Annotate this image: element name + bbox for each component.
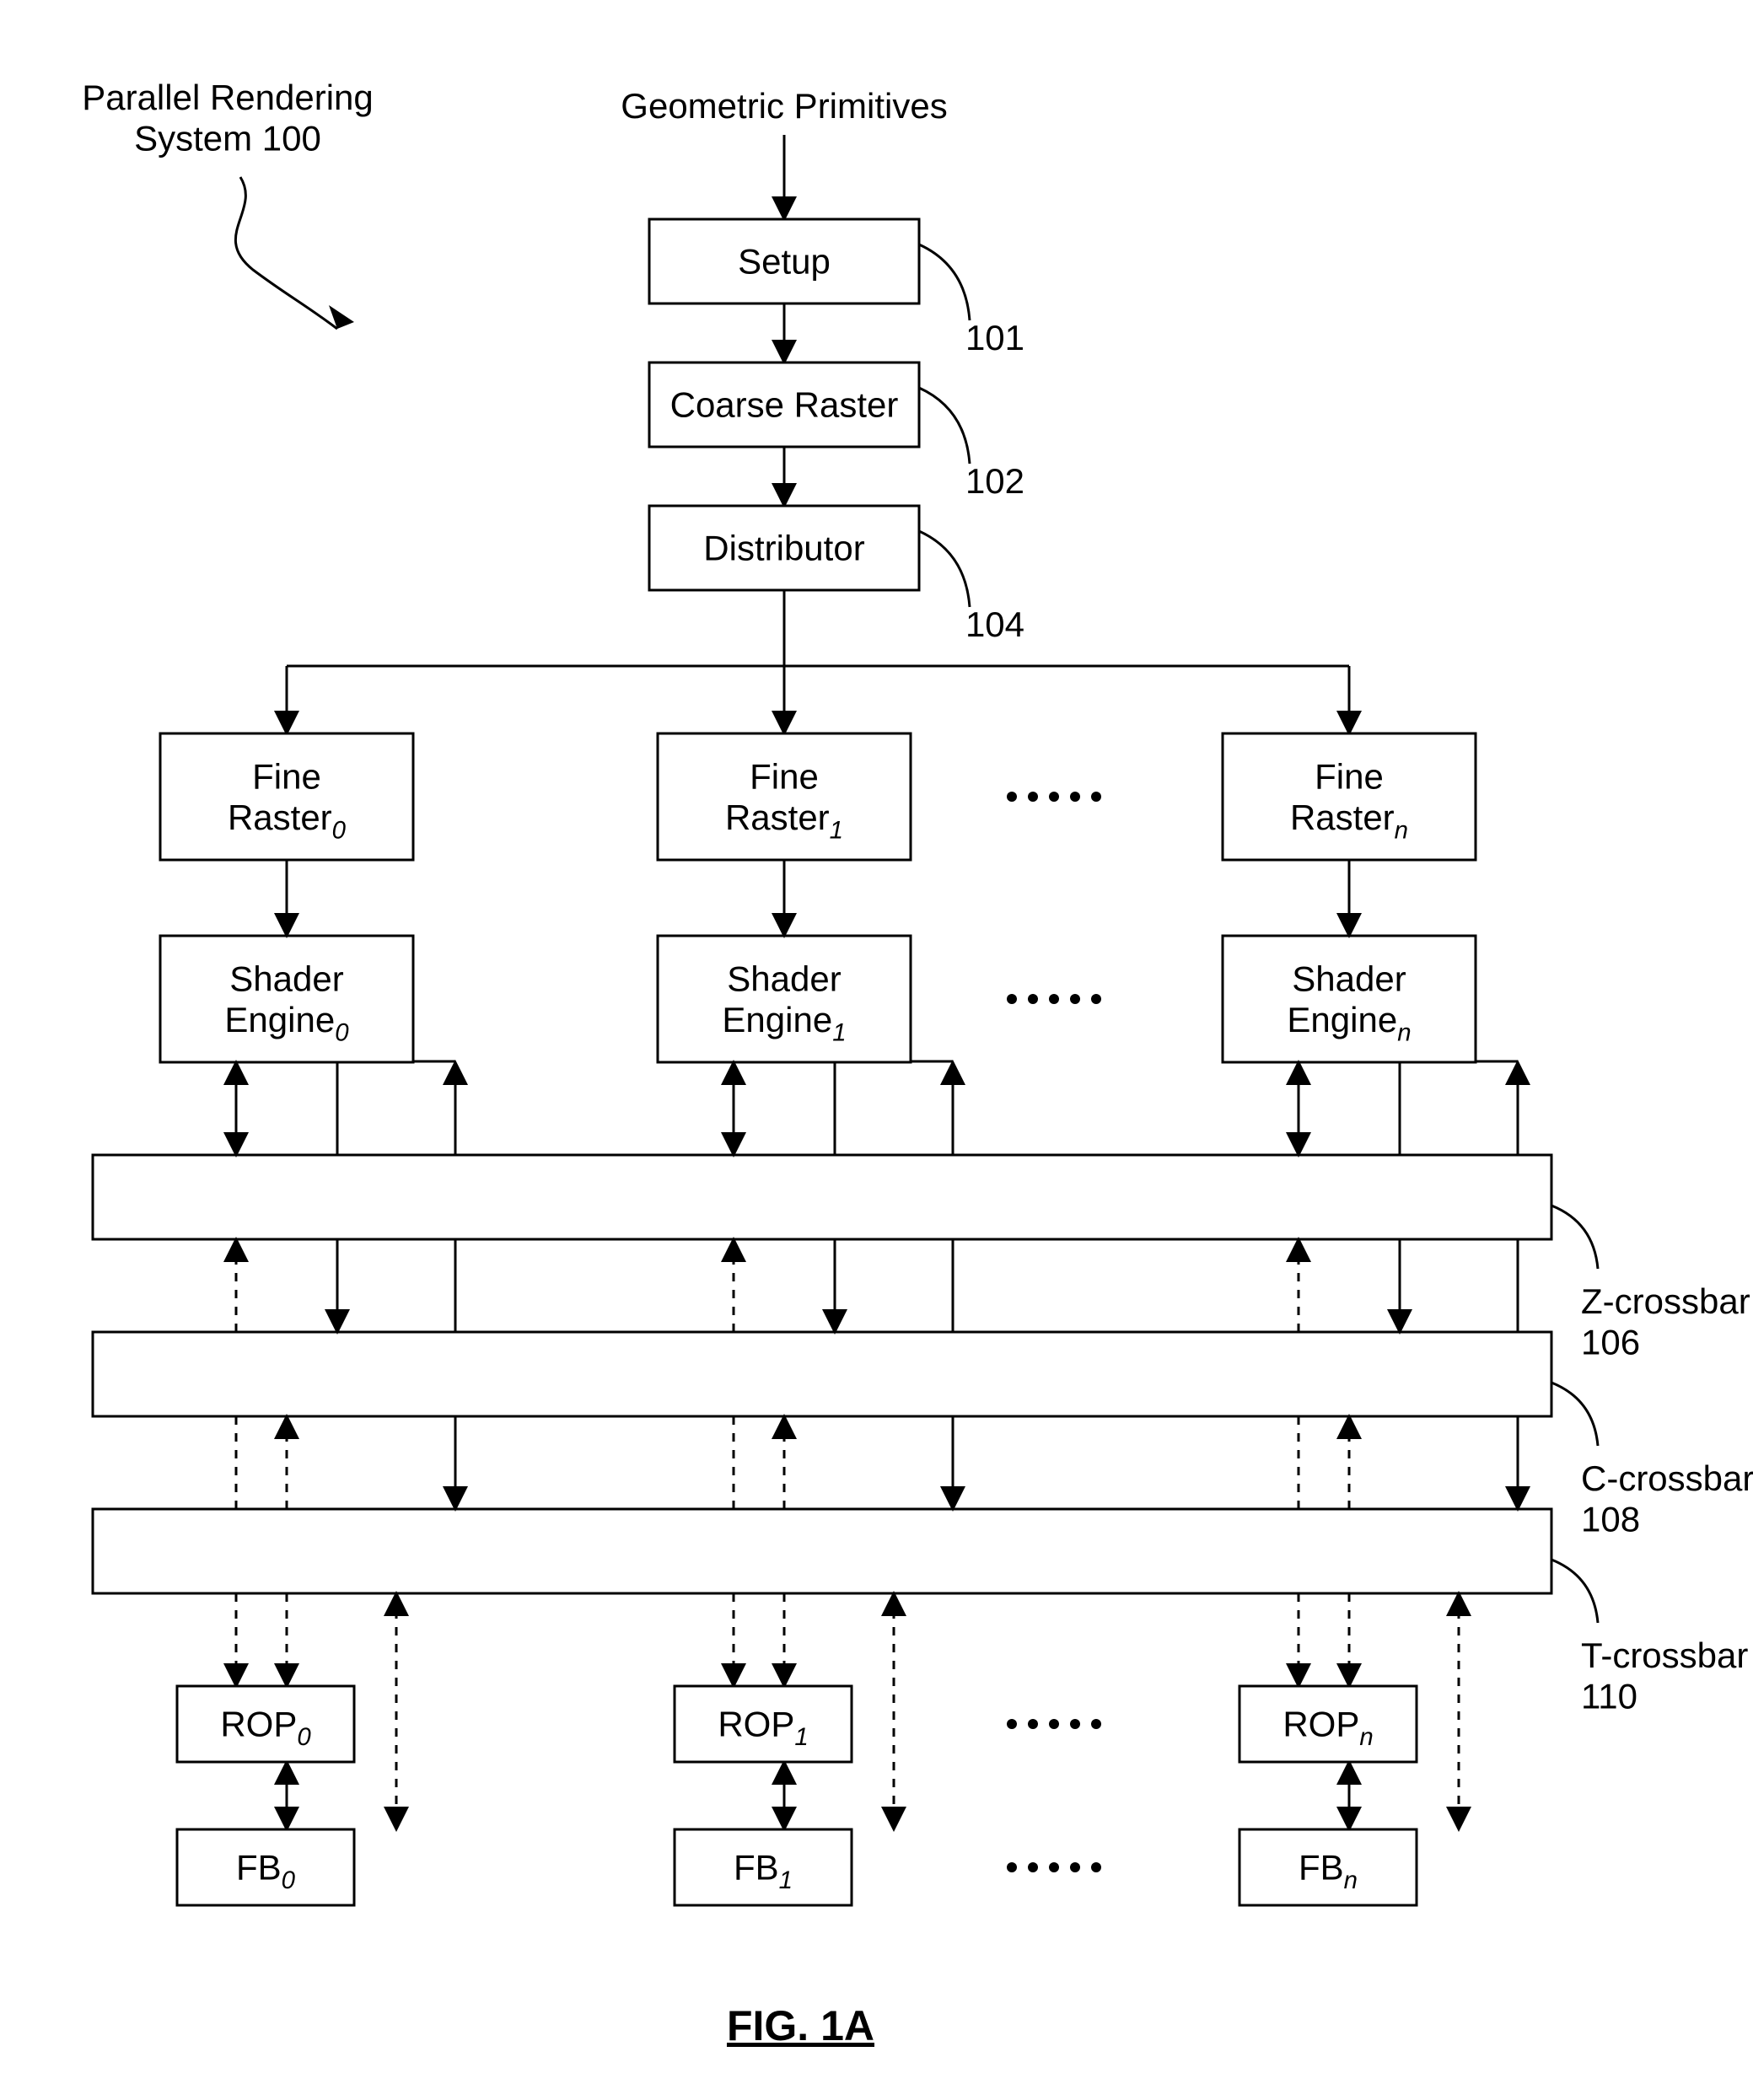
svg-text:Setup: Setup — [738, 242, 831, 282]
svg-text:ShaderEnginen: ShaderEnginen — [1287, 959, 1411, 1047]
svg-text:Coarse Raster: Coarse Raster — [670, 385, 899, 425]
svg-text:FIG. 1A: FIG. 1A — [727, 2002, 874, 2049]
svg-text:Distributor: Distributor — [703, 529, 864, 568]
parallel-rendering-diagram: Parallel RenderingSystem 100 Geometric Pr… — [0, 0, 1753, 2100]
t-crossbar — [93, 1509, 1551, 1593]
z-crossbar — [93, 1155, 1551, 1239]
svg-text:Z-crossbar106: Z-crossbar106 — [1581, 1281, 1750, 1362]
svg-text:102: 102 — [965, 461, 1024, 501]
svg-text:104: 104 — [965, 604, 1024, 644]
svg-text:T-crossbar110: T-crossbar110 — [1581, 1635, 1748, 1716]
svg-text:ShaderEngine1: ShaderEngine1 — [722, 959, 846, 1047]
svg-text:101: 101 — [965, 318, 1024, 357]
svg-text:Geometric Primitives: Geometric Primitives — [621, 86, 947, 126]
svg-text:Parallel RenderingSystem 100: Parallel RenderingSystem 100 — [82, 78, 374, 158]
c-crossbar — [93, 1332, 1551, 1416]
svg-text:ShaderEngine0: ShaderEngine0 — [224, 959, 349, 1047]
svg-text:C-crossbar108: C-crossbar108 — [1581, 1458, 1753, 1539]
